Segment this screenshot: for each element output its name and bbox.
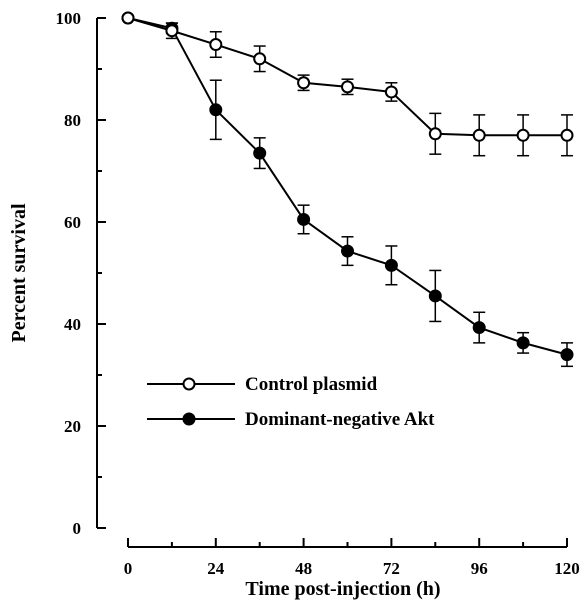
data-point-open — [560, 128, 574, 142]
series-layer — [121, 11, 574, 368]
series-dominant-negative-akt — [121, 11, 574, 368]
y-tick-label: 20 — [64, 417, 81, 436]
data-point-open — [384, 85, 398, 99]
legend-label: Control plasmid — [245, 374, 378, 395]
x-tick-label: 72 — [383, 559, 400, 578]
data-point-filled — [472, 321, 486, 335]
y-axis-title: Percent survival — [8, 203, 30, 342]
x-tick-label: 48 — [295, 559, 312, 578]
data-point-open — [209, 38, 223, 52]
data-point-filled — [209, 103, 223, 117]
x-tick-label: 0 — [124, 559, 133, 578]
data-point-open — [472, 128, 486, 142]
data-point-filled — [341, 244, 354, 258]
legend-label: Dominant-negative Akt — [245, 409, 435, 430]
data-point-open — [297, 76, 311, 90]
data-point-filled — [384, 258, 398, 272]
data-point-filled — [297, 212, 311, 226]
x-tick-label: 96 — [471, 559, 488, 578]
x-tick-label: 120 — [554, 559, 580, 578]
data-point-open — [253, 52, 267, 66]
series-control-plasmid — [121, 11, 574, 157]
y-tick-label: 60 — [64, 213, 81, 232]
x-axis-title: Time post-injection (h) — [245, 578, 440, 600]
legend-marker-filled — [182, 412, 196, 426]
legend-marker-open — [182, 377, 196, 391]
x-axis-ticks: 0 24 48 72 96 120 — [124, 538, 580, 578]
axes — [96, 18, 567, 548]
data-point-open — [516, 128, 530, 142]
y-tick-label: 80 — [64, 111, 81, 130]
data-point-open — [341, 80, 354, 94]
x-tick-label: 24 — [207, 559, 225, 578]
data-point-filled — [428, 289, 442, 303]
data-point-filled — [516, 336, 530, 350]
data-point-open — [428, 127, 442, 141]
legend: Control plasmid Dominant-negative Akt — [147, 374, 435, 430]
data-point-filled — [253, 146, 267, 160]
data-point-open — [165, 24, 179, 38]
y-tick-label: 100 — [56, 9, 82, 28]
data-point-open — [121, 11, 135, 25]
y-tick-label: 0 — [73, 519, 82, 538]
series-line — [127, 17, 567, 137]
series-line — [127, 17, 568, 356]
y-axis-ticks: 0 20 40 60 80 100 — [56, 9, 106, 538]
data-point-filled — [560, 348, 574, 362]
y-tick-label: 40 — [64, 315, 81, 334]
